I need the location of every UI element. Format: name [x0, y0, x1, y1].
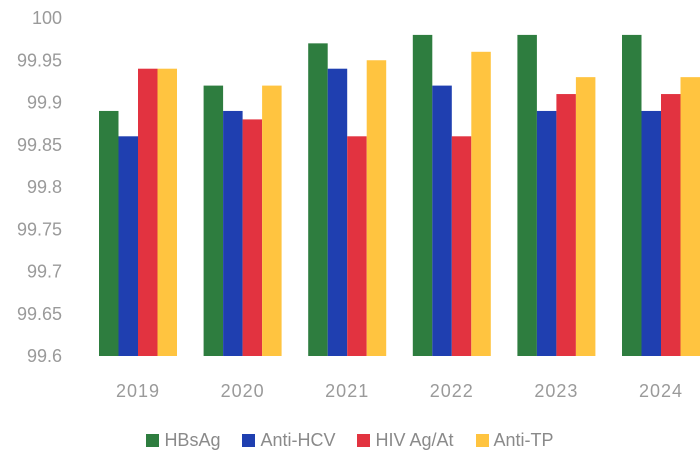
- x-tick-label: 2022: [430, 381, 474, 401]
- x-tick-label: 2021: [325, 381, 369, 401]
- legend-item: Anti-TP: [475, 430, 554, 451]
- x-tick-label: 2024: [639, 381, 683, 401]
- y-tick-label: 99.95: [17, 50, 62, 70]
- x-axis: 2019 2020 2021 2022 2023 2024: [116, 381, 683, 401]
- y-tick-label: 100: [32, 8, 62, 28]
- legend-swatch: [357, 434, 371, 447]
- legend-item: HBsAg: [146, 430, 220, 451]
- bar-hiv-ag-at-2022: [451, 136, 472, 356]
- bar-anti-tp-2020: [262, 85, 282, 356]
- bar-anti-tp-2021: [366, 60, 387, 356]
- y-tick-label: 99.85: [17, 135, 62, 155]
- legend-label: HBsAg: [164, 430, 221, 450]
- bar-hbsag-2022: [412, 34, 433, 357]
- bar-hiv-ag-at-2021: [347, 136, 367, 356]
- bar-hiv-ag-at-2023: [556, 94, 576, 357]
- bar-anti-tp-2023: [575, 77, 596, 357]
- legend-swatch: [475, 434, 489, 447]
- y-tick-label: 99.65: [17, 304, 62, 324]
- bar-anti-tp-2019: [157, 68, 177, 356]
- bar-anti-hcv-2020: [223, 110, 243, 356]
- legend-label: HIV Ag/At: [375, 430, 454, 450]
- bar-hiv-ag-at-2020: [242, 119, 263, 357]
- legend-label: Anti-TP: [493, 430, 554, 450]
- bar-hiv-ag-at-2019: [138, 68, 158, 356]
- bar-anti-hcv-2022: [432, 85, 452, 356]
- bar-hbsag-2024: [622, 34, 642, 357]
- bar-anti-hcv-2024: [641, 110, 661, 356]
- bar-hbsag-2023: [517, 34, 537, 357]
- y-axis: 99.6 99.65 99.7 99.75 99.8 99.85 99.9 99.95 100: [17, 8, 62, 366]
- bar-hbsag-2021: [308, 43, 328, 356]
- x-tick-label: 2023: [534, 381, 578, 401]
- x-tick-label: 2019: [116, 381, 160, 401]
- y-tick-label: 99.7: [27, 262, 62, 282]
- bar-anti-hcv-2021: [327, 68, 348, 356]
- bar-hbsag-2019: [99, 110, 119, 356]
- y-tick-label: 99.6: [27, 346, 62, 366]
- bars: [99, 34, 700, 357]
- legend: HBsAg Anti-HCV HIV Ag/At Anti-TP: [0, 430, 700, 451]
- legend-item: Anti-HCV: [242, 430, 335, 451]
- bar-anti-tp-2024: [680, 77, 700, 357]
- bar-anti-hcv-2023: [536, 110, 557, 356]
- legend-item: HIV Ag/At: [357, 430, 454, 451]
- bar-hiv-ag-at-2024: [661, 94, 681, 357]
- bar-anti-hcv-2019: [118, 136, 138, 356]
- y-tick-label: 99.75: [17, 219, 62, 239]
- y-tick-label: 99.8: [27, 177, 62, 197]
- y-tick-label: 99.9: [27, 93, 62, 113]
- legend-swatch: [146, 434, 160, 447]
- legend-label: Anti-HCV: [260, 430, 336, 450]
- bar-hbsag-2020: [203, 85, 224, 356]
- legend-swatch: [242, 434, 256, 447]
- bar-anti-tp-2022: [471, 51, 491, 357]
- x-tick-label: 2020: [221, 381, 265, 401]
- bar-chart: 99.699.6599.799.7599.899.8599.999.95100 …: [17, 8, 700, 401]
